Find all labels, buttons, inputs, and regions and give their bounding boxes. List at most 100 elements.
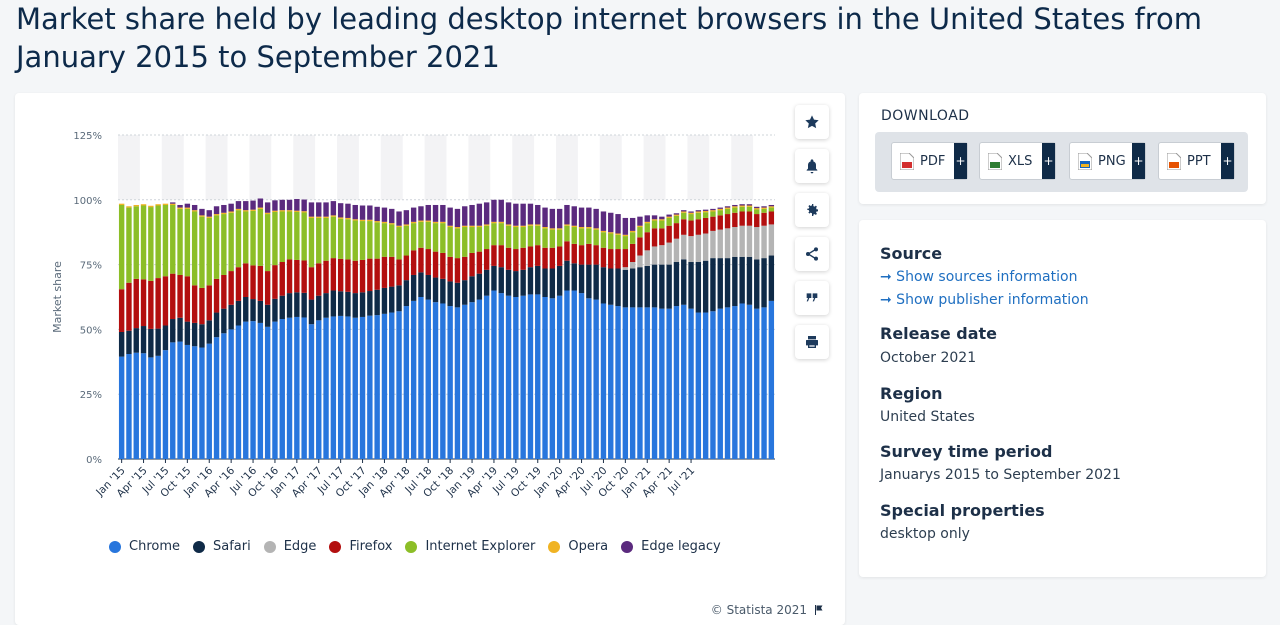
bar-segment-internet-explorer[interactable] [228,212,234,272]
bar-segment-opera[interactable] [359,219,366,222]
bar-segment-edge-legacy[interactable] [235,201,242,209]
bar-segment-safari[interactable] [462,280,468,305]
bar-segment-firefox[interactable] [761,212,767,226]
bar-segment-internet-explorer[interactable] [622,236,629,250]
bar-segment-chrome[interactable] [571,290,577,459]
bar-segment-chrome[interactable] [535,294,541,459]
bar-segment-chrome[interactable] [542,297,548,459]
bar-segment-edge-legacy[interactable] [505,202,512,225]
bar-segment-edge-legacy[interactable] [622,217,629,235]
bar-segment-internet-explorer[interactable] [264,214,271,272]
bar-segment-safari[interactable] [126,330,132,355]
bar-segment-edge-legacy[interactable] [673,213,680,215]
bar-segment-firefox[interactable] [367,258,373,292]
bar-segment-chrome[interactable] [688,308,694,459]
bar-segment-chrome[interactable] [622,307,629,459]
bar-segment-internet-explorer[interactable] [732,207,738,213]
bar-segment-edge-legacy[interactable] [454,208,461,228]
bar-segment-internet-explorer[interactable] [381,223,388,257]
bar-segment-chrome[interactable] [754,308,760,459]
bar-segment-internet-explorer[interactable] [586,228,592,244]
bar-segment-opera[interactable] [739,205,745,207]
bar-segment-internet-explorer[interactable] [410,223,417,251]
bar-segment-edge-legacy[interactable] [666,214,672,217]
bar-segment-chrome[interactable] [308,324,315,459]
bar-segment-firefox[interactable] [586,243,592,265]
bar-segment-chrome[interactable] [666,308,672,459]
bar-segment-internet-explorer[interactable] [483,225,490,250]
bar-segment-safari[interactable] [732,256,738,307]
bar-segment-safari[interactable] [629,268,636,308]
bar-segment-chrome[interactable] [389,312,395,459]
bar-segment-safari[interactable] [228,304,234,330]
bar-segment-safari[interactable] [425,274,431,300]
bar-segment-opera[interactable] [396,225,402,228]
bar-segment-chrome[interactable] [374,315,380,459]
bar-segment-firefox[interactable] [286,259,293,294]
bar-segment-firefox[interactable] [403,255,410,281]
bar-segment-internet-explorer[interactable] [739,206,745,212]
bar-segment-safari[interactable] [257,300,264,323]
bar-segment-chrome[interactable] [710,311,716,459]
bar-segment-firefox[interactable] [724,214,731,229]
bar-segment-chrome[interactable] [586,298,592,459]
legend-item-edge[interactable]: Edge [263,539,316,554]
bar-segment-safari[interactable] [754,259,760,309]
bar-segment-firefox[interactable] [118,289,125,332]
print-button[interactable] [795,325,829,359]
bar-segment-opera[interactable] [294,210,300,212]
download-ppt-button[interactable]: PPT + [1158,142,1235,180]
bar-segment-chrome[interactable] [418,297,424,459]
bar-segment-safari[interactable] [396,285,402,312]
bar-segment-internet-explorer[interactable] [148,207,154,281]
bar-segment-internet-explorer[interactable] [330,216,337,259]
bar-segment-chrome[interactable] [447,306,453,459]
bar-segment-chrome[interactable] [549,298,556,459]
bar-segment-firefox[interactable] [622,249,629,268]
bar-segment-chrome[interactable] [440,303,446,459]
bar-segment-safari[interactable] [608,268,614,305]
bar-segment-chrome[interactable] [155,355,161,459]
bar-segment-chrome[interactable] [629,307,636,459]
bar-segment-opera[interactable] [498,221,504,224]
bar-segment-firefox[interactable] [243,263,249,297]
bar-segment-chrome[interactable] [498,293,504,459]
bar-segment-chrome[interactable] [724,307,731,459]
bar-segment-chrome[interactable] [637,307,643,459]
bar-segment-safari[interactable] [330,290,337,317]
bar-segment-edge-legacy[interactable] [199,208,205,216]
bar-segment-opera[interactable] [608,232,614,234]
bar-segment-chrome[interactable] [126,354,132,459]
bar-segment-firefox[interactable] [133,278,139,329]
bar-segment-safari[interactable] [717,258,723,309]
bar-segment-edge-legacy[interactable] [257,198,264,208]
bar-segment-safari[interactable] [651,264,658,308]
bar-segment-edge-legacy[interactable] [323,202,329,217]
bar-segment-firefox[interactable] [462,256,468,281]
bar-segment-edge-legacy[interactable] [644,215,650,222]
bar-segment-opera[interactable] [330,215,337,217]
bar-segment-edge[interactable] [681,234,687,260]
bar-segment-safari[interactable] [513,271,519,297]
bar-segment-firefox[interactable] [294,259,300,293]
share-button[interactable] [795,237,829,271]
bar-segment-chrome[interactable] [564,290,570,459]
bar-segment-safari[interactable] [213,312,220,338]
bar-segment-internet-explorer[interactable] [462,227,468,257]
bar-segment-firefox[interactable] [221,274,227,309]
bar-segment-firefox[interactable] [754,214,760,228]
bar-segment-safari[interactable] [724,258,731,308]
bar-segment-opera[interactable] [615,233,621,235]
bar-segment-opera[interactable] [425,220,431,222]
bar-segment-firefox[interactable] [396,259,402,286]
bar-segment-edge-legacy[interactable] [520,203,526,226]
bar-segment-chrome[interactable] [191,346,198,459]
bar-segment-safari[interactable] [622,269,629,308]
download-pdf-button[interactable]: PDF + [891,142,968,180]
bar-segment-safari[interactable] [681,259,687,305]
bar-segment-edge-legacy[interactable] [272,200,278,211]
bar-segment-safari[interactable] [184,321,191,345]
bar-segment-chrome[interactable] [243,321,249,459]
bar-segment-safari[interactable] [688,262,694,309]
bar-segment-firefox[interactable] [673,223,680,239]
